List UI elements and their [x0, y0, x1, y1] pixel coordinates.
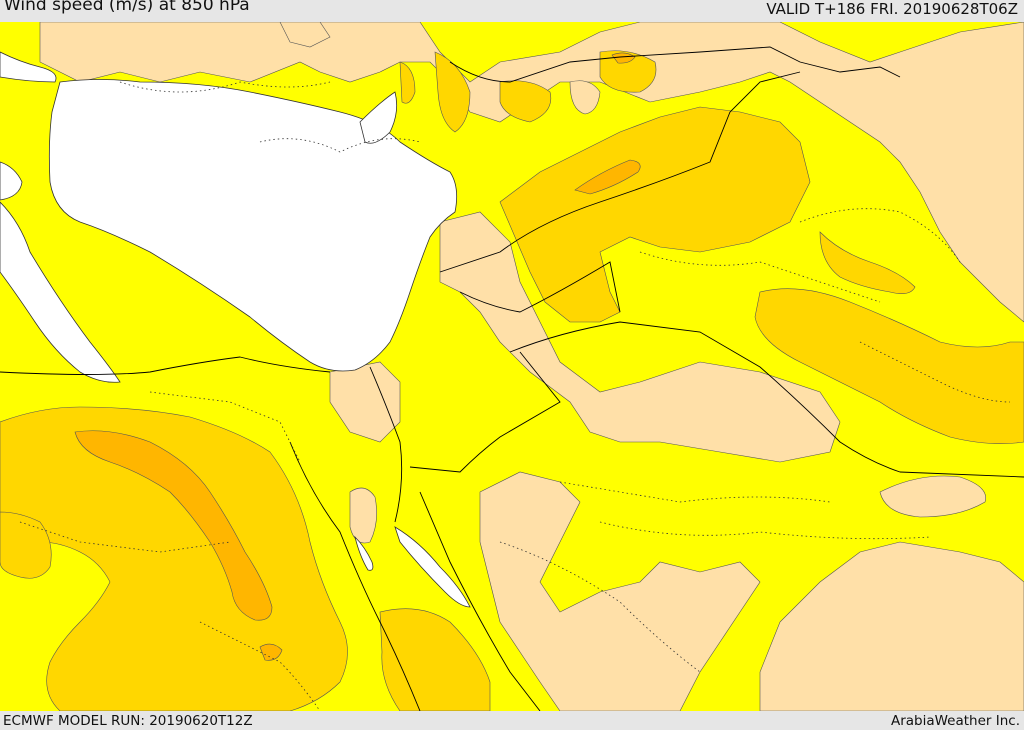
valid-time: VALID T+186 FRI. 20190628T06Z	[766, 0, 1018, 18]
sea-areas	[0, 51, 471, 608]
province-boundaries	[19, 81, 1011, 711]
model-run: ECMWF MODEL RUN: 20190620T12Z	[3, 713, 253, 729]
map-title: Wind speed (m/s) at 850 hPa	[4, 0, 250, 15]
country-borders	[0, 46, 1024, 711]
wind-band-gold	[0, 50, 1024, 711]
wind-band-orange	[74, 52, 641, 661]
footer-bar: ECMWF MODEL RUN: 20190620T12Z ArabiaWeat…	[0, 711, 1024, 729]
header-bar: Wind speed (m/s) at 850 hPa VALID T+186 …	[0, 0, 1024, 22]
wind-speed-map[interactable]	[0, 22, 1024, 711]
brand-name: ArabiaWeather Inc.	[890, 713, 1020, 729]
